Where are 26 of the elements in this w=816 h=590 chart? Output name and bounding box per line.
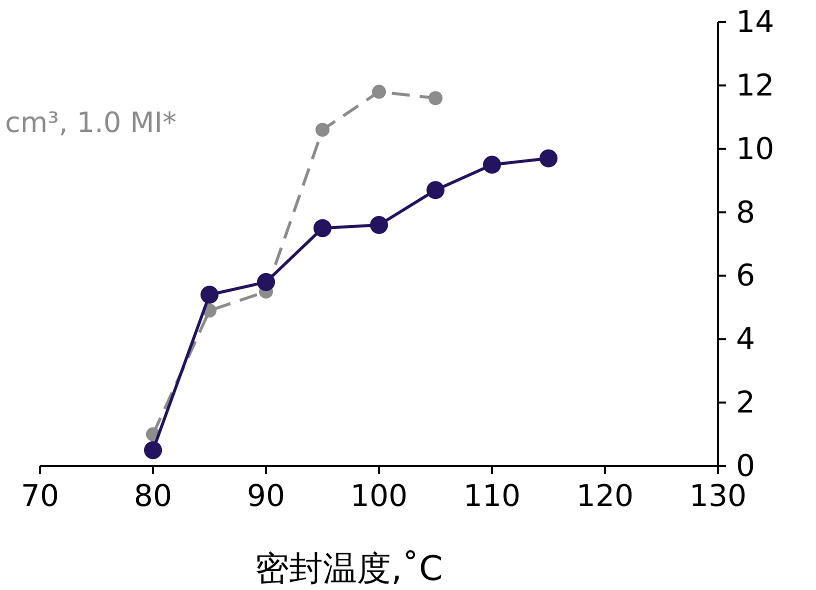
point (540, 149, 558, 168)
point (483, 156, 501, 174)
y-tick-label: 10 (736, 132, 774, 167)
x-tick-label: 110 (463, 479, 521, 514)
y-tick-label: 8 (736, 195, 756, 230)
y-tick-label: 4 (736, 322, 756, 358)
point (316, 122, 330, 137)
x-tick-label: 90 (246, 479, 286, 514)
point (426, 181, 444, 200)
point (314, 219, 332, 238)
y-tick-label: 6 (736, 258, 756, 294)
y-tick-label: 2 (736, 386, 756, 421)
point (200, 286, 218, 304)
x-tick-label: 70 (20, 479, 60, 514)
x-tick-label: 100 (350, 479, 408, 514)
x-tick-label: 120 (576, 479, 634, 514)
point (428, 91, 442, 106)
x-axis-title: 密封温度,˚C (255, 549, 443, 589)
y-tick-label: 14 (736, 5, 774, 40)
point (257, 273, 275, 292)
point (144, 441, 162, 460)
point (370, 216, 388, 234)
point (372, 84, 386, 99)
y-tick-label: 12 (736, 68, 774, 104)
text: cm³, 1.0 MI* (5, 106, 177, 139)
x-tick-label: 80 (134, 479, 172, 514)
